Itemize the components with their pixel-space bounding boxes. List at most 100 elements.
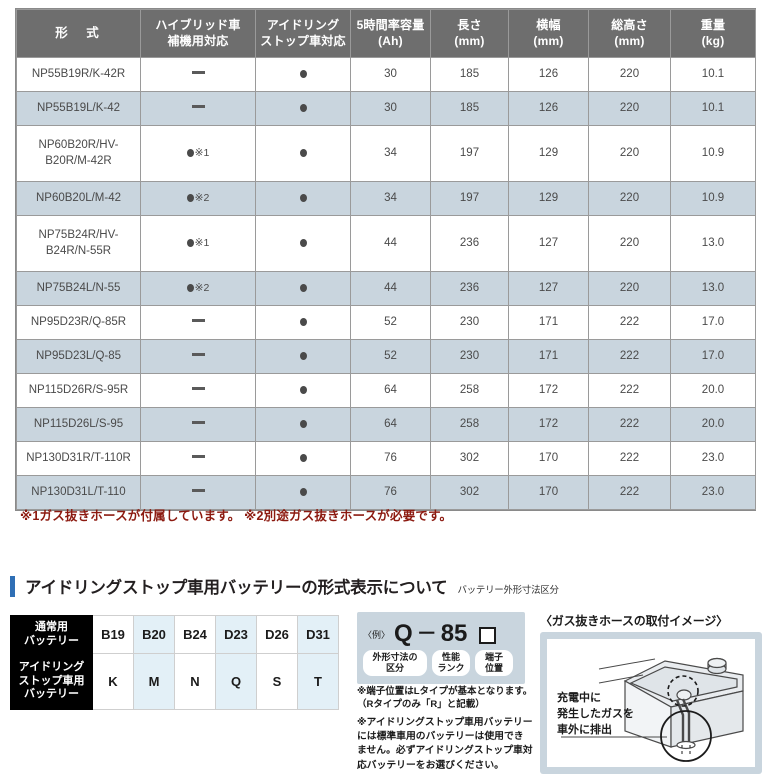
- dash-icon: [191, 420, 205, 424]
- bullet-dot-icon: [299, 238, 307, 247]
- cell-model: NP130D31R/T-110R: [16, 441, 141, 476]
- cell-hybrid-support: [140, 373, 256, 408]
- example-rank-code: 85: [440, 620, 468, 647]
- cell-total-height: 220: [588, 215, 671, 272]
- bullet-dot-icon: [186, 283, 194, 292]
- spec-header-row: 形 式 ハイブリッド車 補機用対応 アイドリング ストップ車対応 5時間率容量 …: [16, 9, 756, 58]
- cell-width: 171: [508, 305, 589, 340]
- dash-icon: [191, 454, 205, 458]
- cell-length: 236: [430, 215, 509, 272]
- cell-hybrid-support: ※2: [140, 181, 256, 216]
- standard-code-cell: D31: [297, 615, 339, 654]
- cell-capacity: 44: [350, 271, 431, 306]
- cell-capacity: 52: [350, 305, 431, 340]
- example-dash: －: [416, 623, 437, 645]
- dash-icon: [191, 318, 205, 322]
- bullet-dot-icon: [299, 317, 307, 326]
- cell-hybrid-support: ※1: [140, 125, 256, 182]
- cell-model: NP115D26R/S-95R: [16, 373, 141, 408]
- bullet-dot-icon: [299, 103, 307, 112]
- illustration-canvas: 充電中に 発生したガスを 車外に排出: [547, 639, 755, 767]
- col-header-hybrid: ハイブリッド車 補機用対応: [140, 9, 256, 58]
- gas-hose-footnote: ※1ガス抜きホースが付属しています。 ※2別途ガス抜きホースが必要です。: [20, 509, 453, 523]
- dash-icon: [191, 104, 205, 108]
- table-row: NP130D31L/T-110 76 302 170 222 23.0: [16, 475, 756, 510]
- cell-total-height: 222: [588, 441, 671, 476]
- cell-total-height: 220: [588, 91, 671, 126]
- cell-idling-stop-support: [255, 475, 351, 510]
- hose-outlet-circle: [660, 710, 712, 762]
- model-code-example-box: 〈例〉 Q － 85 外形寸法の 区分 性能 ランク 端子 位置: [357, 612, 525, 684]
- bullet-dot-icon: [186, 148, 194, 157]
- designation-table: 通常用 バッテリー B19 B20 B24 D23 D26 D31 アイドリング ストップ…: [10, 615, 339, 710]
- cell-width: 170: [508, 475, 589, 510]
- table-row: NP75B24L/N-55 ※2 44 236 127 220 13.0: [16, 271, 756, 306]
- example-terminal-box: [479, 627, 497, 644]
- idling-code-cell: T: [297, 653, 339, 710]
- cell-length: 185: [430, 57, 509, 92]
- dash-icon: [191, 70, 205, 74]
- cell-total-height: 220: [588, 57, 671, 92]
- cell-model: NP55B19L/K-42: [16, 91, 141, 126]
- cell-weight: 10.1: [670, 57, 756, 92]
- bullet-dot-icon: [299, 487, 307, 496]
- hybrid-note-marker: ※1: [194, 236, 210, 249]
- cell-width: 171: [508, 339, 589, 374]
- terminal-position-note: ※端子位置はLタイプが基本となります。 （Rタイプのみ「R」と記載）: [357, 686, 533, 710]
- standard-code-cell: D26: [256, 615, 298, 654]
- blue-accent-bar: [10, 575, 15, 597]
- cell-weight: 20.0: [670, 407, 756, 442]
- dash-icon: [191, 386, 205, 390]
- cell-hybrid-support: [140, 407, 256, 442]
- standard-code-cell: B20: [133, 615, 175, 654]
- cell-length: 197: [430, 181, 509, 216]
- cell-idling-stop-support: [255, 271, 351, 306]
- cell-capacity: 52: [350, 339, 431, 374]
- cell-weight: 10.1: [670, 91, 756, 126]
- example-label: 〈例〉: [363, 630, 391, 640]
- cell-idling-stop-support: [255, 91, 351, 126]
- legend-performance-rank: 性能 ランク: [432, 650, 470, 676]
- bullet-dot-icon: [186, 238, 194, 247]
- table-row: NP75B24R/HV- B24R/N-55R ※1 44 236 127 220 13.0: [16, 215, 756, 272]
- cell-model: NP95D23L/Q-85: [16, 339, 141, 374]
- cell-weight: 23.0: [670, 475, 756, 510]
- cell-hybrid-support: [140, 305, 256, 340]
- cell-weight: 20.0: [670, 373, 756, 408]
- hybrid-note-marker: ※1: [194, 146, 210, 159]
- battery-spec-table: 形 式 ハイブリッド車 補機用対応 アイドリング ストップ車対応 5時間率容量 …: [16, 9, 756, 510]
- cell-idling-stop-support: [255, 181, 351, 216]
- table-row: NP60B20L/M-42 ※2 34 197 129 220 10.9: [16, 181, 756, 216]
- cell-capacity: 76: [350, 475, 431, 510]
- standard-code-cell: D23: [215, 615, 257, 654]
- bullet-dot-icon: [299, 351, 307, 360]
- table-row: NP115D26R/S-95R 64 258 172 222 20.0: [16, 373, 756, 408]
- cell-model: NP75B24L/N-55: [16, 271, 141, 306]
- cell-length: 197: [430, 125, 509, 182]
- cell-weight: 13.0: [670, 271, 756, 306]
- row-label-standard-battery: 通常用 バッテリー: [10, 615, 93, 654]
- cell-model: NP75B24R/HV- B24R/N-55R: [16, 215, 141, 272]
- cell-width: 172: [508, 407, 589, 442]
- cell-capacity: 34: [350, 125, 431, 182]
- cell-model: NP60B20L/M-42: [16, 181, 141, 216]
- table-row: NP95D23L/Q-85 52 230 171 222 17.0: [16, 339, 756, 374]
- bullet-dot-icon: [299, 419, 307, 428]
- cell-length: 302: [430, 475, 509, 510]
- cell-total-height: 220: [588, 125, 671, 182]
- cell-capacity: 44: [350, 215, 431, 272]
- cell-capacity: 64: [350, 407, 431, 442]
- cell-length: 302: [430, 441, 509, 476]
- cell-width: 129: [508, 125, 589, 182]
- table-row: NP55B19L/K-42 30 185 126 220 10.1: [16, 91, 756, 126]
- cell-hybrid-support: ※1: [140, 215, 256, 272]
- idling-code-cell: S: [256, 653, 298, 710]
- cell-model: NP115D26L/S-95: [16, 407, 141, 442]
- example-code-line: 〈例〉 Q － 85: [363, 616, 519, 646]
- cell-width: 126: [508, 57, 589, 92]
- bullet-dot-icon: [299, 193, 307, 202]
- cell-weight: 10.9: [670, 125, 756, 182]
- cell-idling-stop-support: [255, 339, 351, 374]
- cell-hybrid-support: [140, 441, 256, 476]
